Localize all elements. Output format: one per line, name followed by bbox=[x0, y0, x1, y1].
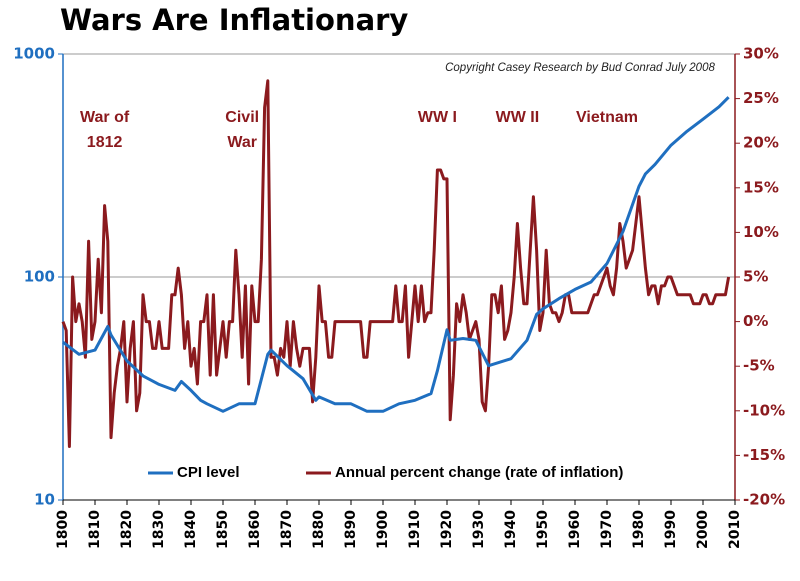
annotation: Civil bbox=[225, 109, 259, 126]
x-tick-label: 1820 bbox=[119, 510, 135, 549]
y2-tick-label: -15% bbox=[743, 446, 785, 464]
x-tick-label: 1840 bbox=[183, 510, 199, 549]
copyright: Copyright Casey Research by Bud Conrad J… bbox=[445, 62, 715, 74]
x-tick-label: 2010 bbox=[727, 510, 743, 549]
x-tick-label: 1890 bbox=[343, 510, 359, 549]
x-tick-label: 1850 bbox=[215, 510, 231, 549]
x-tick-label: 1970 bbox=[599, 510, 615, 549]
x-tick-label: 1980 bbox=[631, 510, 647, 549]
chart-title: Wars Are Inflationary bbox=[60, 3, 408, 37]
legend-label: Annual percent change (rate of inflation… bbox=[335, 464, 623, 481]
y2-tick-label: 25% bbox=[743, 89, 779, 107]
annotation: WW I bbox=[418, 109, 457, 126]
x-tick-label: 2000 bbox=[695, 510, 711, 549]
x-tick-label: 1860 bbox=[247, 510, 263, 549]
y2-tick-label: -5% bbox=[743, 357, 775, 375]
y2-tick-label: -10% bbox=[743, 401, 785, 419]
y2-tick-label: 5% bbox=[743, 268, 768, 286]
x-tick-label: 1880 bbox=[311, 510, 327, 549]
x-tick-label: 1910 bbox=[407, 510, 423, 549]
y-tick-label: 1000 bbox=[13, 45, 55, 63]
y2-tick-label: 20% bbox=[743, 134, 779, 152]
x-tick-label: 1830 bbox=[151, 510, 167, 549]
x-tick-label: 1900 bbox=[375, 510, 391, 549]
x-tick-label: 1950 bbox=[535, 510, 551, 549]
y-tick-label: 100 bbox=[24, 268, 55, 286]
y2-tick-label: 10% bbox=[743, 223, 779, 241]
x-tick-label: 1960 bbox=[567, 510, 583, 549]
x-tick-label: 1920 bbox=[439, 510, 455, 549]
x-tick-label: 1930 bbox=[471, 510, 487, 549]
legend-label: CPI level bbox=[177, 464, 240, 481]
x-tick-label: 1800 bbox=[55, 510, 71, 549]
annotation: 1812 bbox=[87, 134, 123, 151]
annotation: War bbox=[227, 134, 257, 151]
x-tick-label: 1990 bbox=[663, 510, 679, 549]
series-line bbox=[62, 96, 730, 413]
y2-tick-label: 15% bbox=[743, 178, 779, 196]
annotation: Vietnam bbox=[576, 109, 638, 126]
x-tick-label: 1870 bbox=[279, 510, 295, 549]
x-tick-label: 1940 bbox=[503, 510, 519, 549]
x-tick-label: 1810 bbox=[87, 510, 103, 549]
y2-tick-label: 0% bbox=[743, 312, 768, 330]
series-line bbox=[61, 79, 731, 448]
annotation: War of bbox=[80, 109, 130, 126]
y2-tick-label: 30% bbox=[743, 45, 779, 63]
y-tick-label: 10 bbox=[34, 491, 55, 509]
annotation: WW II bbox=[496, 109, 540, 126]
y2-tick-label: -20% bbox=[743, 491, 785, 509]
